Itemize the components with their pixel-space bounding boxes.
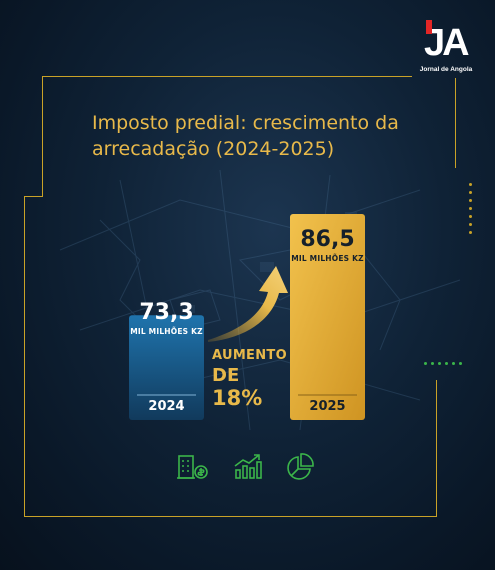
chart-growth-icon: [234, 454, 262, 479]
bar-2024: [129, 315, 204, 420]
increase-prefix: DE: [212, 365, 240, 386]
bar-2025-value-label: 86,5: [300, 227, 355, 252]
chart-title: Imposto predial: crescimento da arrecada…: [92, 110, 412, 162]
bar-2024-year: 2024: [129, 399, 204, 414]
brand-logo: JA Jornal de Angola: [418, 18, 472, 76]
decorative-dots-horizontal: [424, 362, 466, 365]
building-money-icon: [177, 455, 208, 479]
frame-line-left-bottom: [24, 196, 25, 516]
bar-2024-category-label: 2024: [148, 399, 185, 414]
bar-2024-unit-label: MIL MILHÕES KZ: [130, 327, 203, 336]
bar-2025-labels: 86,5 MIL MILHÕES KZ: [290, 227, 365, 263]
growth-arrow-icon: [208, 266, 288, 342]
increase-label: AUMENTO: [212, 348, 287, 363]
frame-line-top: [42, 76, 412, 77]
bar-2025-year: 2025: [290, 399, 365, 414]
frame-line-right: [436, 380, 437, 517]
chart-title-line-1: Imposto predial: crescimento da: [92, 112, 399, 134]
bar-2025-unit-label: MIL MILHÕES KZ: [291, 254, 364, 263]
increase-value-line: DE 18%: [212, 365, 290, 410]
frame-line-left-step: [24, 196, 43, 197]
bar-2025-category-label: 2025: [309, 399, 346, 414]
pie-chart-icon: [287, 453, 314, 480]
bar-2024-labels: 73,3 MIL MILHÕES KZ: [129, 300, 204, 336]
chart-title-line-2: arrecadação (2024-2025): [92, 138, 335, 160]
frame-line-right-top: [455, 78, 456, 168]
increase-annotation: AUMENTO DE 18%: [212, 348, 290, 410]
increase-value: 18%: [212, 386, 263, 410]
decorative-dots-vertical: [469, 183, 472, 239]
bar-2024-value-label: 73,3: [139, 300, 194, 325]
frame-line-left-top: [42, 76, 43, 196]
bar-2025: [290, 214, 365, 420]
logo-red-accent: [426, 20, 432, 34]
logo-subtitle: Jornal de Angola: [419, 66, 473, 73]
frame-line-bottom: [24, 516, 436, 517]
